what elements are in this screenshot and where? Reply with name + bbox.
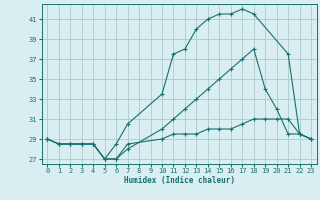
X-axis label: Humidex (Indice chaleur): Humidex (Indice chaleur) xyxy=(124,176,235,185)
